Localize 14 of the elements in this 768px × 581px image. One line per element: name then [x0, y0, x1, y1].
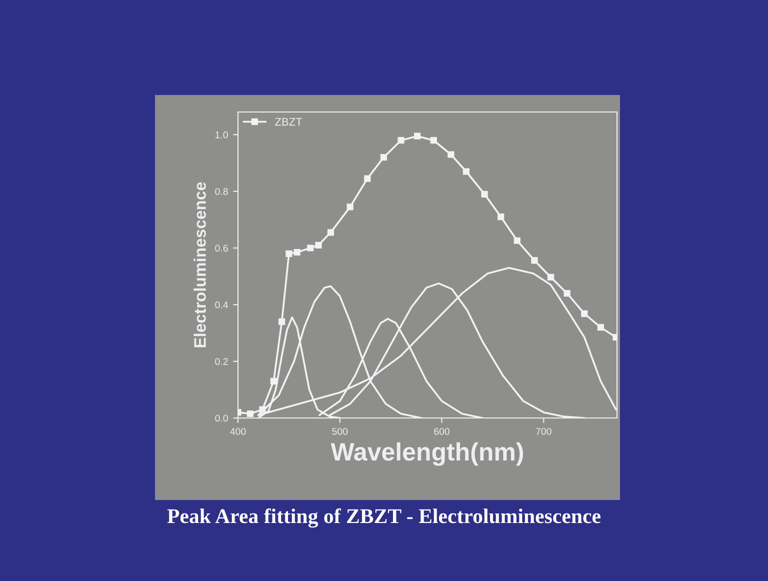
x-tick-label: 700 — [536, 428, 552, 435]
x-tick-label: 400 — [230, 428, 246, 435]
y-tick-label: 0.6 — [215, 244, 228, 252]
y-tick-label: 0.8 — [215, 188, 228, 195]
y-tick-label: 1.0 — [216, 131, 228, 138]
y-tick-label: 0.2 — [215, 358, 228, 365]
y-tick-label: 0.0 — [215, 414, 228, 422]
x-tick-label: 500 — [332, 428, 348, 435]
y-axis-title: Electroluminescence — [194, 182, 206, 348]
x-tick-label: 600 — [434, 428, 450, 435]
x-axis-title: Wavelength(nm) — [330, 442, 524, 466]
text: Peak Area fitting of ZBZT - Electroluminescence — [167, 508, 600, 528]
y-tick-label: 0.4 — [215, 301, 228, 308]
legend-label: ZBZT — [275, 118, 302, 126]
